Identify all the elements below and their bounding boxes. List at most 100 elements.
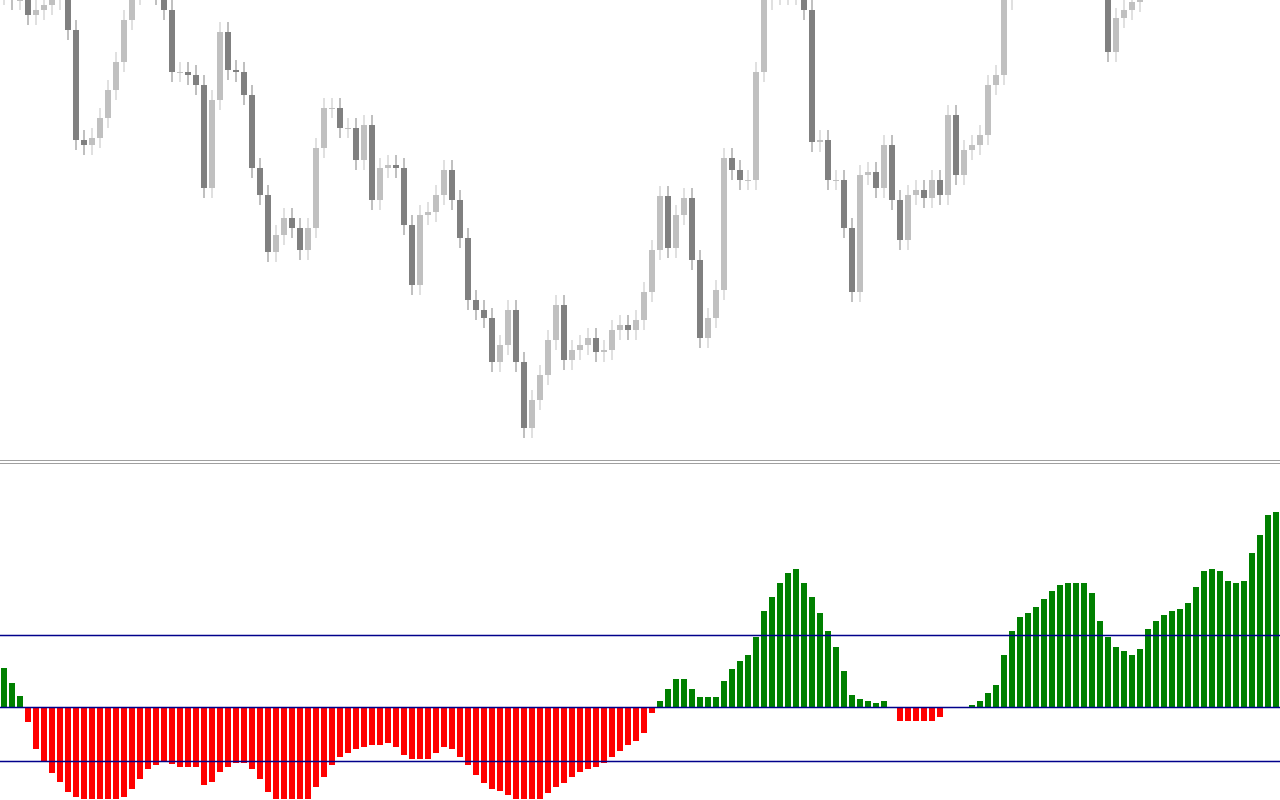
histogram-bar (1201, 571, 1207, 707)
histogram-bar (721, 681, 727, 707)
candle-body (641, 292, 647, 320)
candle-body (737, 170, 743, 180)
candle-body (825, 140, 831, 180)
candle-body (417, 215, 423, 285)
histogram-bar (873, 703, 879, 707)
candle-body (273, 235, 279, 252)
candle-body (633, 320, 639, 330)
candle-body (121, 20, 127, 62)
histogram-bar (1257, 535, 1263, 707)
candle-body (953, 115, 959, 175)
histogram-bar (633, 707, 639, 741)
candle-body (809, 10, 815, 142)
histogram-bar (1161, 615, 1167, 707)
histogram-bar (1065, 583, 1071, 707)
histogram-bar (561, 707, 567, 783)
candle-body (929, 180, 935, 198)
histogram-bar (433, 707, 439, 753)
candle-body (161, 0, 167, 10)
candle-body (49, 0, 55, 5)
candle-body (225, 32, 231, 70)
histogram-bar (425, 707, 431, 759)
candle-body (337, 108, 343, 128)
histogram-bar (825, 631, 831, 707)
histogram-bar (329, 707, 335, 765)
histogram-bar (345, 707, 351, 753)
histogram-bar (473, 707, 479, 775)
candle-body (913, 190, 919, 195)
histogram-bar (1265, 515, 1271, 707)
histogram-bar (1, 668, 7, 707)
candle-body (313, 148, 319, 228)
candle-body (457, 200, 463, 238)
histogram-bar (337, 707, 343, 757)
histogram-bar (705, 697, 711, 707)
histogram-bar (25, 707, 31, 722)
candle-body (241, 72, 247, 95)
candle-body (105, 90, 111, 118)
histogram-bar (137, 707, 143, 779)
candle-body (545, 340, 551, 375)
candle-body (1137, 0, 1143, 2)
histogram-bar (465, 707, 471, 765)
histogram-bar (1233, 583, 1239, 707)
histogram-bar (481, 707, 487, 783)
candle-body (993, 75, 999, 85)
histogram-bar (1049, 591, 1055, 707)
histogram-bar (681, 679, 687, 707)
histogram-bar (793, 569, 799, 707)
candle-body (385, 165, 391, 168)
candle-body (753, 72, 759, 180)
histogram-bar (1033, 607, 1039, 707)
histogram-bar (737, 661, 743, 707)
candle-body (505, 310, 511, 345)
histogram-bar (1129, 655, 1135, 707)
candle-body (713, 290, 719, 318)
candle-body (537, 375, 543, 400)
histogram-bar (313, 707, 319, 787)
histogram-bar (161, 707, 167, 762)
histogram-bar (657, 701, 663, 707)
histogram-bar (1001, 655, 1007, 707)
candle-body (985, 85, 991, 135)
candle-body (577, 345, 583, 350)
histogram-bar (1177, 609, 1183, 707)
histogram-bar (201, 707, 207, 785)
histogram-bar (449, 707, 455, 749)
candle-body (905, 195, 911, 240)
histogram-bar (969, 705, 975, 707)
histogram-bar (273, 707, 279, 799)
histogram-bar (993, 685, 999, 707)
histogram-bar (801, 583, 807, 707)
candle-body (113, 62, 119, 90)
histogram-bar (129, 707, 135, 789)
candle-body (305, 228, 311, 250)
candle-body (729, 158, 735, 170)
candle-body (873, 172, 879, 188)
histogram-bar (1137, 649, 1143, 707)
histogram-bar (881, 701, 887, 707)
candle-body (697, 260, 703, 338)
histogram-bar (505, 707, 511, 795)
candle-body (841, 180, 847, 228)
histogram-bar (985, 693, 991, 707)
histogram-bar (217, 707, 223, 772)
candle-body (649, 250, 655, 292)
candle-body (601, 350, 607, 352)
candle-body (73, 30, 79, 140)
histogram-bar (833, 647, 839, 707)
histogram-bar (81, 707, 87, 799)
candle-body (857, 175, 863, 292)
histogram-bar (673, 679, 679, 707)
histogram-bar (569, 707, 575, 777)
candle-body (409, 225, 415, 285)
histogram-bar (9, 683, 15, 707)
histogram-bar (1017, 617, 1023, 707)
candle-body (17, 0, 23, 1)
histogram-bar (1169, 611, 1175, 707)
candle-body (393, 165, 399, 168)
histogram-bar (177, 707, 183, 767)
histogram-bar (97, 707, 103, 799)
histogram-bar (665, 689, 671, 707)
